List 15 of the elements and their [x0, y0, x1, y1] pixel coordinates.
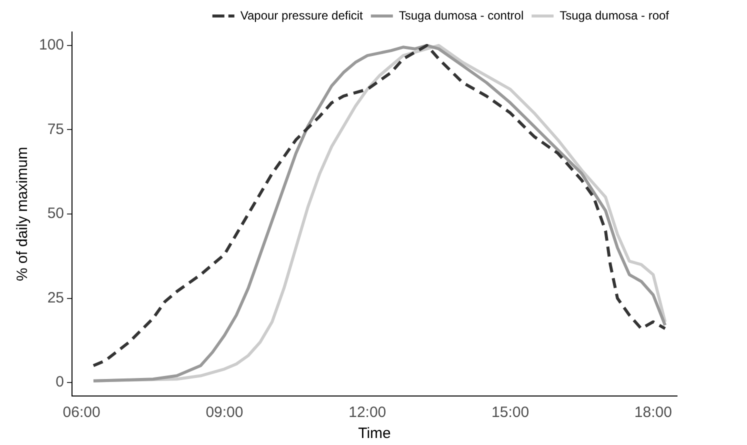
y-axis-title: % of daily maximum: [14, 146, 32, 282]
x-tick-label: 06:00: [62, 404, 100, 422]
x-axis-title: Time: [358, 425, 391, 442]
legend-label: Tsuga dumosa - control: [398, 8, 524, 22]
x-tick-label: 12:00: [348, 404, 386, 422]
x-tick-label: 09:00: [206, 404, 244, 422]
legend-label: Vapour pressure deficit: [240, 8, 364, 22]
x-tick-label: 15:00: [492, 404, 530, 422]
y-tick-label: 25: [47, 289, 64, 306]
x-tick-label: 18:00: [634, 404, 672, 422]
y-tick-label: 100: [38, 36, 64, 54]
legend-label: Tsuga dumosa - roof: [560, 8, 670, 22]
y-tick-label: 75: [47, 120, 64, 138]
y-tick-label: 0: [56, 374, 64, 391]
y-tick-label: 50: [47, 205, 64, 222]
